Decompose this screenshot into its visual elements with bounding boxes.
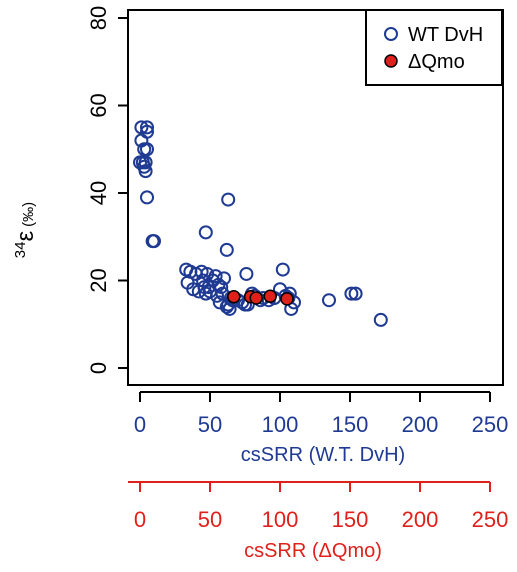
wt-point <box>208 269 223 284</box>
x-tick2-label: 200 <box>402 507 439 532</box>
mutant-point <box>227 289 241 304</box>
y-axis-superscript: 34 <box>12 242 29 259</box>
legend-label-wt: WT DvH <box>408 24 483 46</box>
y-tick-label: 20 <box>86 268 111 292</box>
wt-point <box>275 262 290 277</box>
x-tick-label: 100 <box>262 412 299 437</box>
y-axis-label: 34ε (‰) <box>12 202 39 258</box>
y-tick-label: 60 <box>86 93 111 117</box>
wt-point <box>344 286 359 301</box>
legend-box <box>365 9 503 86</box>
x-tick2-label: 50 <box>198 507 222 532</box>
x-tick-label: 150 <box>332 412 369 437</box>
y-axis-title: 34ε (‰) <box>12 202 39 258</box>
wt-point <box>140 124 154 139</box>
mutant-series <box>227 289 294 306</box>
x-tick-label: 50 <box>198 412 222 437</box>
plot-area <box>127 9 504 386</box>
wt-point <box>221 192 236 207</box>
wt-point <box>138 155 153 170</box>
wt-point <box>140 190 154 205</box>
wt-point <box>348 286 363 301</box>
wt-point <box>217 271 231 286</box>
y-tick-label: 40 <box>86 181 111 205</box>
x-axis2-title: csSRR (ΔQmo) <box>244 540 382 562</box>
mutant-point <box>280 292 294 306</box>
y-axis: 0 20 40 60 80 <box>86 6 129 374</box>
wt-point <box>373 312 388 327</box>
wt-point <box>140 120 154 135</box>
x-tick2-label: 100 <box>262 507 299 532</box>
legend-marker-wt <box>384 27 398 41</box>
legend-marker-mutant <box>384 54 398 68</box>
wt-point <box>138 164 153 179</box>
x-tick-label: 0 <box>134 412 146 437</box>
x-axis-wt: 0 50 100 150 200 250 <box>134 391 509 437</box>
mutant-point <box>263 289 277 303</box>
y-axis-unit: (‰) <box>20 202 37 227</box>
x-axis-title: csSRR (W.T. DvH) <box>241 444 405 466</box>
x-tick2-label: 150 <box>332 507 369 532</box>
wt-point <box>214 280 229 295</box>
x-tick2-label: 0 <box>134 507 146 532</box>
legend: WT DvH ΔQmo <box>365 9 503 86</box>
y-tick-label: 0 <box>86 362 111 374</box>
x-tick-label: 250 <box>472 412 509 437</box>
wt-point <box>140 142 154 157</box>
wt-point <box>198 225 213 240</box>
wt-point <box>239 266 254 281</box>
x-tick-label: 200 <box>402 412 439 437</box>
x-tick2-label: 250 <box>472 507 509 532</box>
wt-point <box>219 242 234 257</box>
y-axis-symbol: ε <box>12 231 39 242</box>
wt-point <box>147 234 161 249</box>
wt-point <box>322 293 336 308</box>
x-axis-mutant: 0 50 100 150 200 250 <box>128 481 509 532</box>
y-tick-label: 80 <box>86 6 111 30</box>
legend-label-mutant: ΔQmo <box>408 51 465 73</box>
mutant-point <box>249 291 263 305</box>
